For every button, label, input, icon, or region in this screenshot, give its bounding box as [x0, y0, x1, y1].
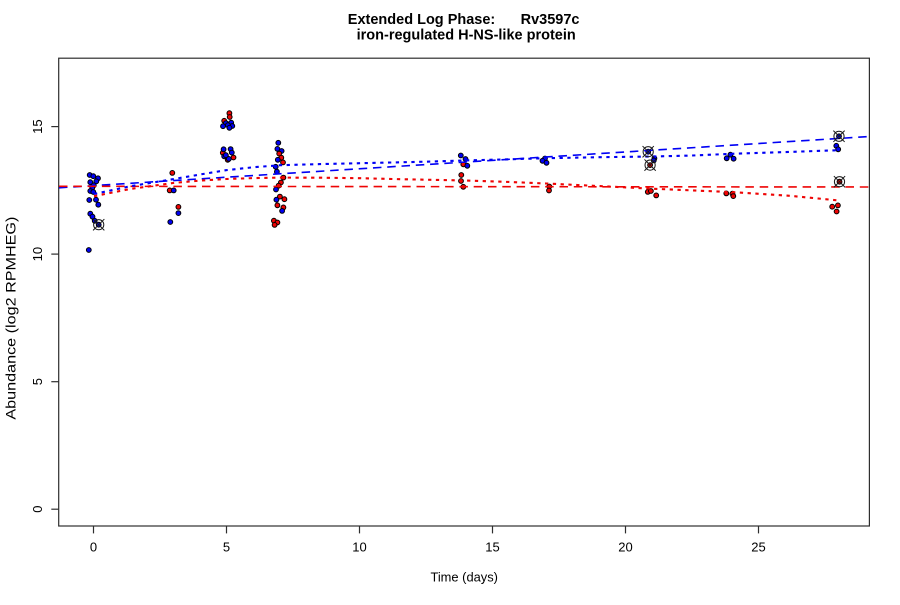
svg-text:10: 10	[352, 540, 366, 555]
svg-text:Time (days): Time (days)	[430, 570, 498, 585]
svg-text:0: 0	[90, 540, 97, 555]
svg-text:iron-regulated H-NS-like prote: iron-regulated H-NS-like protein	[357, 27, 576, 43]
svg-text:Extended Log Phase:: Extended Log Phase:	[348, 12, 495, 28]
svg-text:5: 5	[223, 540, 230, 555]
svg-text:Abundance (log2 RPMHEG): Abundance (log2 RPMHEG)	[3, 217, 18, 420]
svg-text:5: 5	[30, 378, 45, 385]
svg-text:Rv3597c: Rv3597c	[521, 12, 580, 28]
svg-text:25: 25	[751, 540, 765, 555]
svg-text:15: 15	[30, 119, 45, 134]
svg-text:0: 0	[30, 506, 45, 513]
svg-text:10: 10	[30, 247, 45, 262]
svg-text:20: 20	[618, 540, 632, 555]
svg-text:15: 15	[485, 540, 499, 555]
